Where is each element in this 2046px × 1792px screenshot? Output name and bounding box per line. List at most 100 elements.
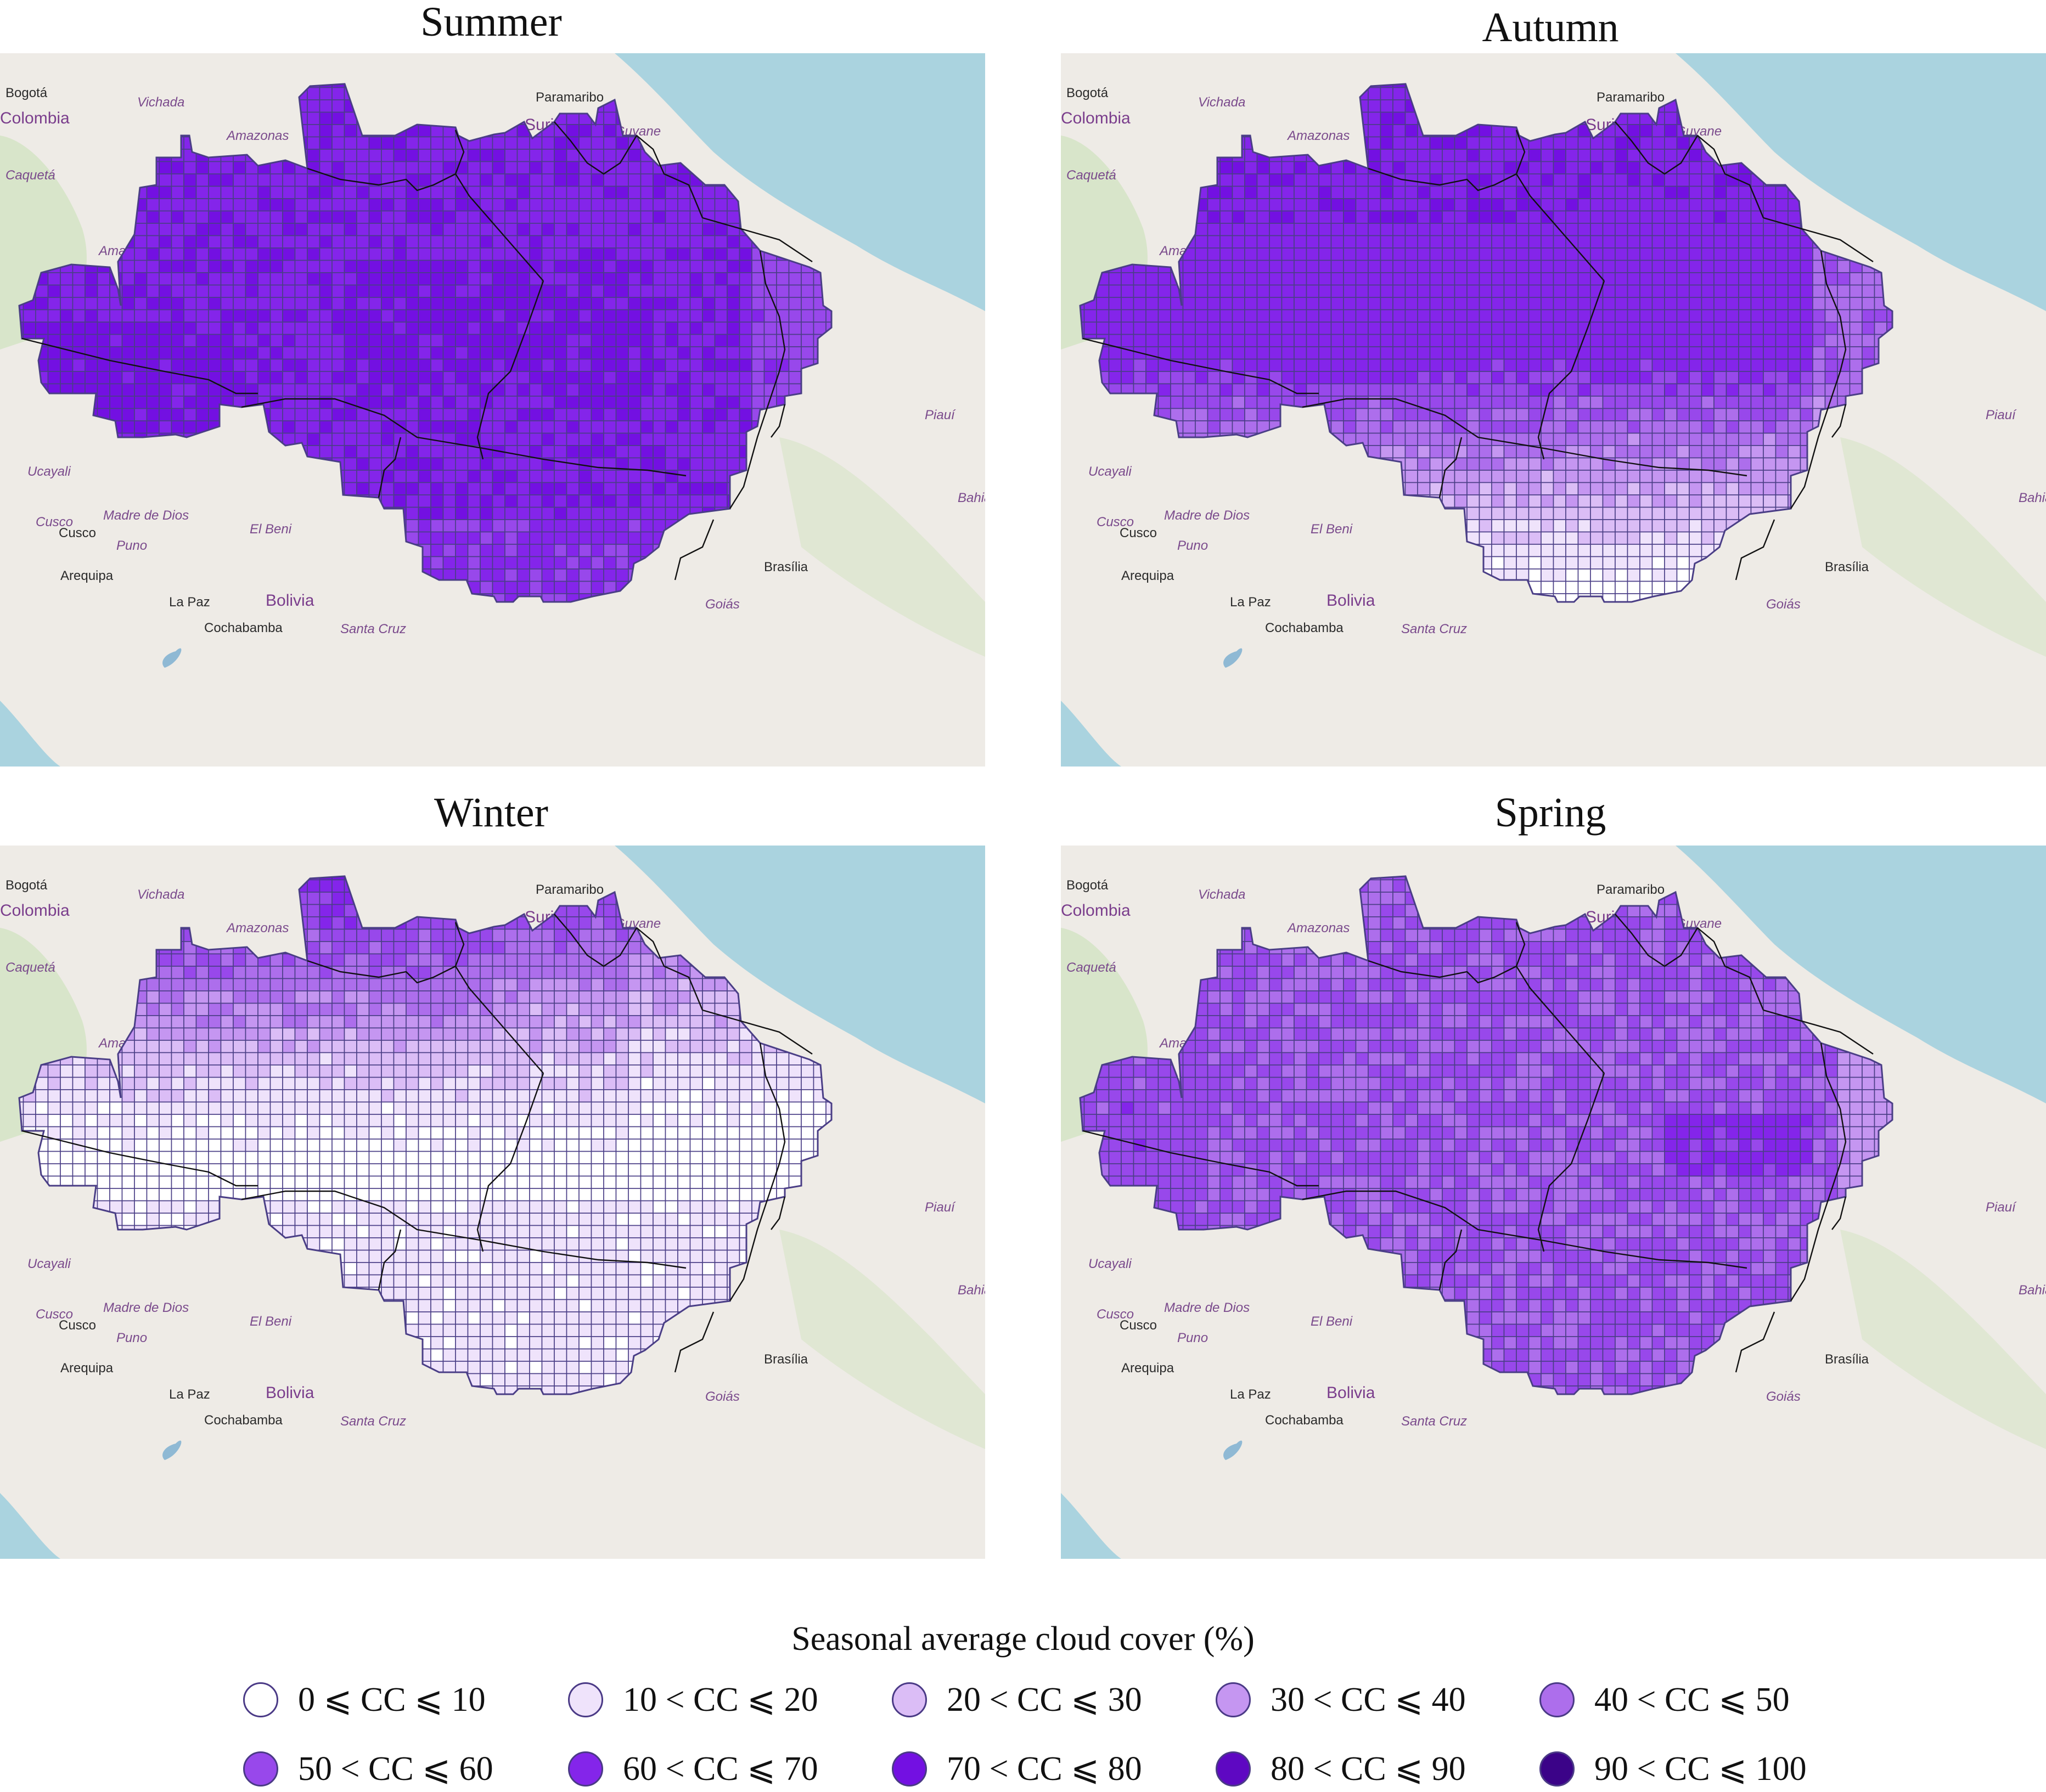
grid-cell bbox=[578, 519, 592, 533]
grid-cell bbox=[1590, 223, 1604, 236]
grid-cell bbox=[1466, 284, 1480, 298]
grid-cell bbox=[1479, 284, 1492, 298]
grid-cell bbox=[1788, 235, 1801, 249]
grid-cell bbox=[134, 334, 148, 347]
grid-cell bbox=[578, 346, 592, 360]
grid-cell bbox=[615, 470, 629, 483]
grid-cell bbox=[1355, 334, 1369, 347]
grid-cell bbox=[97, 383, 110, 397]
grid-cell bbox=[1256, 309, 1270, 323]
grid-cell bbox=[653, 235, 666, 249]
grid-cell bbox=[319, 396, 333, 409]
grid-cell bbox=[665, 334, 678, 347]
grid-cell bbox=[1602, 383, 1616, 397]
grid-cell bbox=[195, 272, 209, 286]
grid-cell bbox=[763, 334, 777, 347]
grid-cell bbox=[1244, 247, 1258, 261]
grid-cell bbox=[1615, 198, 1628, 212]
grid-cell bbox=[1479, 260, 1492, 273]
grid-cell bbox=[665, 408, 678, 421]
grid-cell bbox=[813, 309, 827, 323]
grid-cell bbox=[1392, 408, 1406, 421]
grid-cell bbox=[1380, 346, 1393, 360]
grid-cell bbox=[1602, 223, 1616, 236]
grid-cell bbox=[566, 260, 580, 273]
grid-cell bbox=[245, 260, 258, 273]
grid-cell bbox=[1763, 309, 1777, 323]
grid-cell bbox=[1516, 420, 1530, 434]
grid-cell bbox=[1442, 149, 1455, 162]
grid-cell bbox=[1404, 272, 1418, 286]
grid-cell bbox=[1824, 371, 1838, 385]
grid-cell bbox=[591, 322, 604, 335]
grid-cell bbox=[1491, 173, 1505, 187]
grid-cell bbox=[1701, 358, 1715, 372]
grid-cell bbox=[269, 284, 283, 298]
grid-cell bbox=[516, 556, 530, 570]
grid-cell bbox=[1368, 371, 1381, 385]
grid-cell bbox=[1404, 284, 1418, 298]
grid-cell bbox=[406, 470, 419, 483]
grid-cell bbox=[1664, 272, 1678, 286]
grid-cell bbox=[1417, 297, 1431, 311]
grid-cell bbox=[1676, 223, 1690, 236]
grid-cell bbox=[1442, 309, 1455, 323]
grid-cell bbox=[480, 544, 493, 557]
grid-cell bbox=[455, 396, 469, 409]
grid-cell bbox=[566, 223, 580, 236]
city-label: Bogotá bbox=[5, 86, 48, 100]
grid-cell bbox=[1503, 408, 1517, 421]
grid-cell bbox=[554, 494, 567, 508]
grid-cell bbox=[1689, 420, 1702, 434]
grid-cell bbox=[430, 445, 444, 459]
grid-cell bbox=[1516, 284, 1530, 298]
grid-cell bbox=[159, 383, 172, 397]
grid-cell bbox=[1577, 136, 1591, 150]
grid-cell bbox=[1491, 322, 1505, 335]
grid-cell bbox=[1404, 136, 1418, 150]
grid-cell bbox=[245, 185, 258, 199]
grid-cell bbox=[1343, 223, 1357, 236]
grid-cell bbox=[566, 334, 580, 347]
region-label: Ucayali bbox=[1088, 464, 1132, 479]
grid-cell bbox=[504, 149, 518, 162]
grid-cell bbox=[319, 334, 333, 347]
grid-cell bbox=[1689, 272, 1702, 286]
grid-cell bbox=[393, 297, 407, 311]
grid-cell bbox=[714, 235, 728, 249]
grid-cell bbox=[492, 334, 505, 347]
grid-cell bbox=[1602, 198, 1616, 212]
grid-cell bbox=[1664, 396, 1678, 409]
grid-cell bbox=[653, 247, 666, 261]
grid-cell bbox=[1380, 334, 1393, 347]
grid-cell bbox=[689, 358, 703, 372]
grid-cell bbox=[677, 346, 691, 360]
grid-cell bbox=[1244, 383, 1258, 397]
grid-cell bbox=[1244, 358, 1258, 372]
grid-cell bbox=[1503, 198, 1517, 212]
grid-cell bbox=[615, 322, 629, 335]
grid-cell bbox=[430, 185, 444, 199]
grid-cell bbox=[1404, 322, 1418, 335]
grid-cell bbox=[1541, 371, 1554, 385]
grid-cell bbox=[1849, 309, 1863, 323]
grid-cell bbox=[467, 371, 481, 385]
grid-cell bbox=[566, 346, 580, 360]
grid-cell bbox=[1294, 235, 1307, 249]
grid-cell bbox=[1330, 346, 1344, 360]
grid-cell bbox=[739, 346, 752, 360]
grid-cell bbox=[1664, 284, 1678, 298]
region-label: Caquetá bbox=[1066, 168, 1116, 183]
grid-cell bbox=[1392, 185, 1406, 199]
grid-cell bbox=[381, 396, 395, 409]
grid-cell bbox=[1306, 284, 1319, 298]
grid-cell bbox=[1615, 383, 1628, 397]
grid-cell bbox=[1330, 371, 1344, 385]
grid-cell bbox=[578, 445, 592, 459]
grid-cell bbox=[578, 432, 592, 446]
grid-cell bbox=[1417, 235, 1431, 249]
grid-cell bbox=[393, 235, 407, 249]
grid-cell bbox=[1195, 396, 1209, 409]
grid-cell bbox=[368, 470, 382, 483]
grid-cell bbox=[1676, 408, 1690, 421]
